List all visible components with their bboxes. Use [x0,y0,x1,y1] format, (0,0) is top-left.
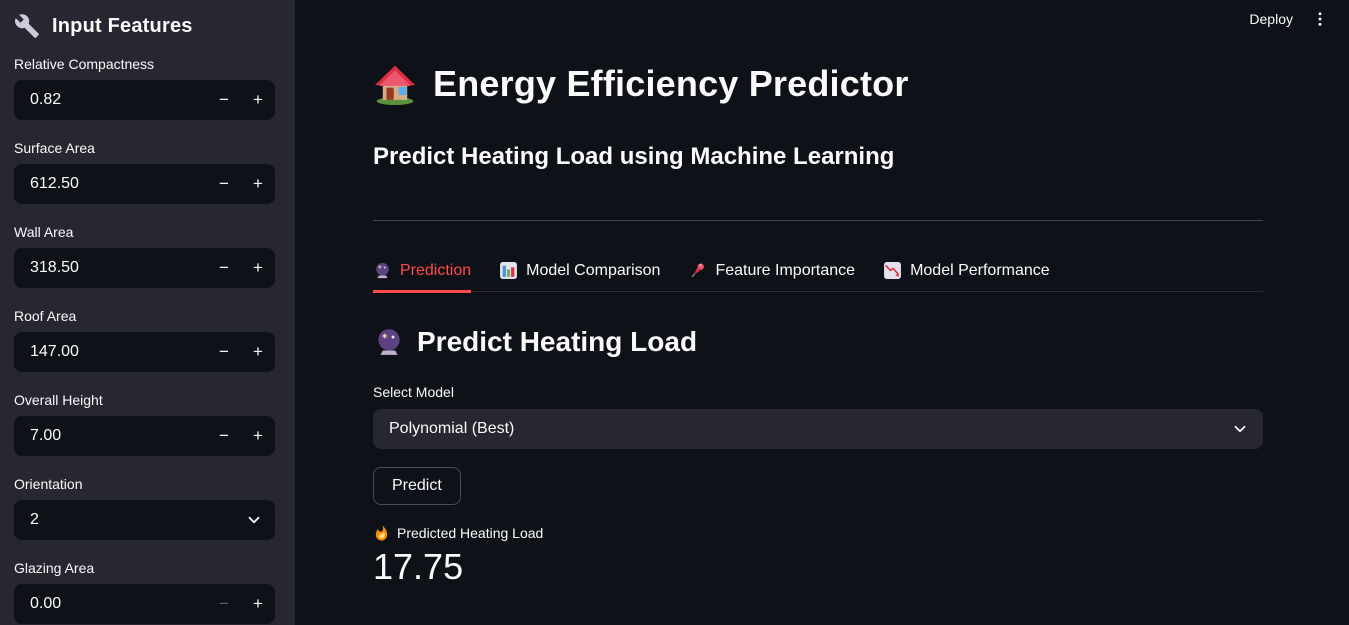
decrement-button[interactable]: − [207,332,241,372]
orientation-select[interactable]: 2 [14,500,275,540]
decrement-button[interactable]: − [207,248,241,288]
tab-model-comparison[interactable]: Model Comparison [499,261,660,293]
decrement-button-disabled: − [207,584,241,624]
select-value: Polynomial (Best) [389,420,515,437]
number-input-overall-height: − + [14,416,275,456]
tab-feature-importance[interactable]: Feature Importance [688,261,855,293]
field-relative-compactness: Relative Compactness − + [14,56,275,120]
tab-label: Model Comparison [526,261,661,279]
field-glazing-area: Glazing Area − + [14,560,275,624]
tab-model-performance[interactable]: Model Performance [883,261,1050,293]
divider [373,220,1263,221]
number-input-roof-area: − + [14,332,275,372]
decrement-button[interactable]: − [207,164,241,204]
section-title-row: Predict Heating Load [373,324,1263,360]
increment-button[interactable]: + [241,80,275,120]
chevron-down-icon [248,516,260,524]
pushpin-icon [692,263,705,278]
kebab-menu-icon[interactable] [1311,10,1329,28]
wrench-icon [15,14,39,38]
chevron-down-icon [1234,425,1246,433]
sidebar-title: Input Features [52,14,193,37]
number-input-relative-compactness: − + [14,80,275,120]
number-value-input[interactable] [14,259,207,277]
page-subtitle: Predict Heating Load using Machine Learn… [373,143,895,170]
sidebar: Input Features Relative Compactness − + … [0,0,295,625]
number-value-input[interactable] [14,91,207,109]
metric-label: Predicted Heating Load [397,525,544,541]
fire-icon [375,525,388,541]
decrement-button[interactable]: − [207,80,241,120]
field-label: Roof Area [14,308,77,324]
page-title-row: Energy Efficiency Predictor [373,60,1263,108]
increment-button[interactable]: + [241,584,275,624]
metric-value: 17.75 [373,546,464,587]
increment-button[interactable]: + [241,416,275,456]
number-input-glazing-area: − + [14,584,275,624]
field-surface-area: Surface Area − + [14,140,275,204]
crystal-ball-icon [376,262,389,279]
number-value-input[interactable] [14,427,207,445]
field-label: Orientation [14,476,83,492]
number-input-wall-area: − + [14,248,275,288]
increment-button[interactable]: + [241,248,275,288]
increment-button[interactable]: + [241,164,275,204]
app-toolbar: Deploy [1249,10,1329,28]
field-roof-area: Roof Area − + [14,308,275,372]
metric-label-row: Predicted Heating Load [373,525,1263,542]
model-select[interactable]: Polynomial (Best) [373,409,1263,449]
number-value-input[interactable] [14,343,207,361]
bar-chart-icon [500,262,518,279]
field-wall-area: Wall Area − + [14,224,275,288]
crystal-ball-icon [378,329,400,355]
house-icon [374,65,416,106]
tab-label: Feature Importance [715,261,856,279]
main-content: Energy Efficiency Predictor Predict Heat… [373,0,1263,586]
decrement-button[interactable]: − [207,416,241,456]
select-model-label: Select Model [373,384,454,400]
tab-bar: Prediction Model Comparison Fea [373,261,1263,293]
field-label: Surface Area [14,140,95,156]
field-label: Wall Area [14,224,74,240]
tab-label: Model Performance [910,261,1050,279]
field-label: Glazing Area [14,560,95,576]
deploy-button[interactable]: Deploy [1249,11,1293,27]
increment-button[interactable]: + [241,332,275,372]
predict-button[interactable]: Predict [373,467,461,505]
number-input-surface-area: − + [14,164,275,204]
prediction-metric: Predicted Heating Load 17.75 [373,525,1263,586]
field-orientation: Orientation 2 [14,476,275,540]
chart-decreasing-icon [884,262,902,279]
select-value: 2 [30,511,39,528]
field-overall-height: Overall Height − + [14,392,275,456]
field-label: Overall Height [14,392,103,408]
page-title: Energy Efficiency Predictor [433,63,909,104]
field-label: Relative Compactness [14,56,155,72]
tab-label: Prediction [400,261,472,279]
sidebar-header: Input Features [14,12,275,40]
tab-prediction[interactable]: Prediction [373,261,472,293]
section-title: Predict Heating Load [417,326,698,357]
number-value-input[interactable] [14,175,207,193]
number-value-input[interactable] [14,595,207,613]
